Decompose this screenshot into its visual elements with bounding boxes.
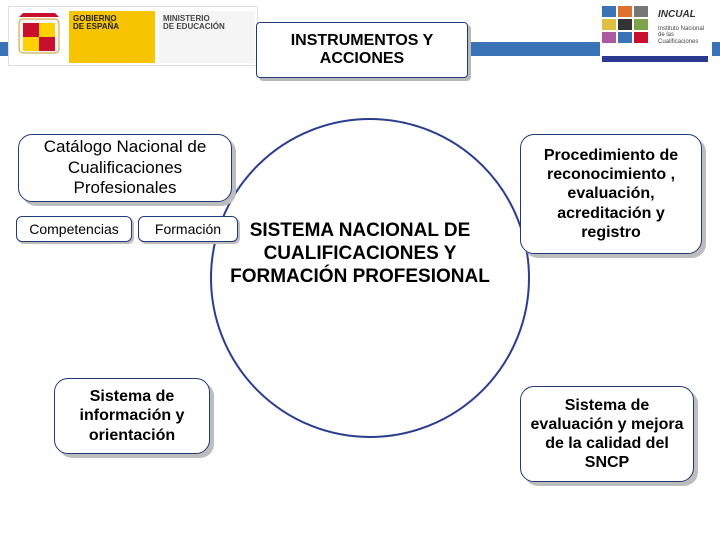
incual-name: INCUAL: [658, 10, 708, 20]
coat-of-arms-icon: [13, 11, 65, 63]
box-calidad: Sistema de evaluación y mejora de la cal…: [520, 386, 694, 482]
incual-grid-icon: [602, 6, 654, 46]
logo-incual: INCUAL Instituto Nacional de las Cualifi…: [600, 4, 712, 70]
text: DE ESPAÑA: [73, 23, 151, 31]
slide-title: INSTRUMENTOS Y ACCIONES: [256, 22, 468, 78]
text: Formación: [155, 221, 221, 238]
text: Competencias: [29, 221, 119, 238]
slide: { "header": { "gov_line1": "GOBIERNO", "…: [0, 0, 720, 540]
text: Procedimiento de reconocimiento , evalua…: [529, 146, 693, 242]
text: Sistema de información y orientación: [63, 387, 201, 445]
incual-subtitle: Instituto Nacional de las Cualificacione…: [658, 26, 708, 45]
title-text: INSTRUMENTOS Y ACCIONES: [265, 32, 459, 69]
box-informacion: Sistema de información y orientación: [54, 378, 210, 454]
box-procedimiento: Procedimiento de reconocimiento , evalua…: [520, 134, 702, 254]
incual-underline: [602, 56, 708, 62]
center-label: SISTEMA NACIONAL DE CUALIFICACIONES Y FO…: [210, 220, 510, 288]
text: Sistema de evaluación y mejora de la cal…: [529, 396, 685, 473]
box-competencias: Competencias: [16, 216, 132, 242]
logo-gobierno-espana: GOBIERNO DE ESPAÑA MINISTERIO DE EDUCACI…: [8, 6, 258, 66]
box-catalogo: Catálogo Nacional de Cualificaciones Pro…: [18, 134, 232, 202]
ministerio-label: MINISTERIO DE EDUCACIÓN: [159, 11, 255, 63]
text: Catálogo Nacional de Cualificaciones Pro…: [27, 137, 223, 198]
box-formacion: Formación: [138, 216, 238, 242]
text: DE EDUCACIÓN: [163, 23, 251, 31]
gobierno-label: GOBIERNO DE ESPAÑA: [69, 11, 155, 63]
